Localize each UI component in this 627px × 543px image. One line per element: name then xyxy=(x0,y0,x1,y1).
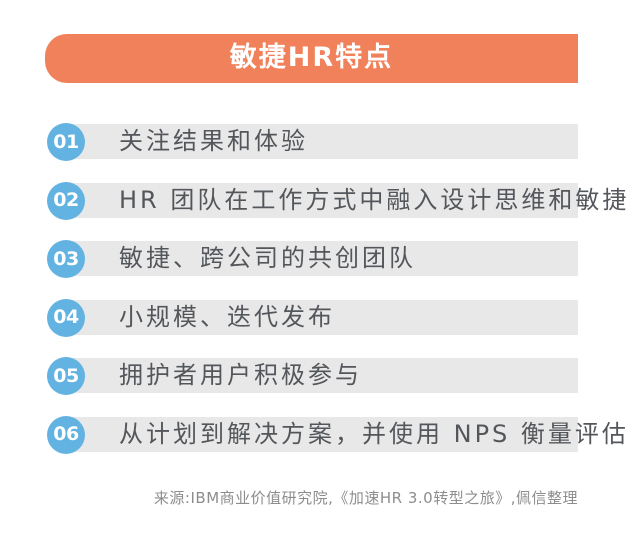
list-item: 04 小规模、迭代发布 xyxy=(47,298,578,338)
item-number: 01 xyxy=(53,130,79,153)
item-text: HR 团队在工作方式中融入设计思维和敏捷 xyxy=(119,185,627,214)
list-item: 06 从计划到解决方案，并使用 NPS 衡量评估 xyxy=(47,415,626,455)
item-number: 06 xyxy=(53,423,79,445)
item-number: 02 xyxy=(53,189,79,211)
item-bar xyxy=(67,299,578,335)
item-bar xyxy=(67,358,578,393)
item-number-badge: 06 xyxy=(47,415,85,454)
list-item: 05 拥护者用户积极参与 xyxy=(47,356,578,396)
item-number-badge: 04 xyxy=(47,298,85,337)
item-number: 03 xyxy=(53,247,79,270)
item-number: 04 xyxy=(53,306,79,328)
item-bar xyxy=(67,124,578,159)
item-bar xyxy=(67,241,578,276)
feature-list: 01 关注结果和体验 02 HR 团队在工作方式中融入设计思维和敏捷 03 敏捷… xyxy=(47,122,626,473)
item-number-badge: 02 xyxy=(47,181,85,220)
list-item: 01 关注结果和体验 xyxy=(47,122,578,162)
item-number-badge: 03 xyxy=(47,240,85,278)
list-item: 03 敏捷、跨公司的共创团队 xyxy=(47,239,578,279)
item-text: 小规模、迭代发布 xyxy=(119,302,335,331)
item-text: 敏捷、跨公司的共创团队 xyxy=(119,244,416,272)
item-number-badge: 01 xyxy=(47,123,85,161)
item-bar xyxy=(67,182,578,218)
page-title: 敏捷HR特点 xyxy=(229,42,394,73)
item-number-badge: 05 xyxy=(47,357,85,395)
item-text: 拥护者用户积极参与 xyxy=(119,361,362,389)
item-number: 05 xyxy=(53,364,79,387)
source-note: 来源:IBM商业价值研究院,《加速HR 3.0转型之旅》,佩信整理 xyxy=(153,489,578,507)
list-item: 02 HR 团队在工作方式中融入设计思维和敏捷 xyxy=(47,181,626,221)
item-text: 从计划到解决方案，并使用 NPS 衡量评估 xyxy=(119,419,627,448)
item-bar xyxy=(67,416,578,452)
item-text: 关注结果和体验 xyxy=(119,127,308,155)
header-banner: 敏捷HR特点 xyxy=(45,34,578,83)
